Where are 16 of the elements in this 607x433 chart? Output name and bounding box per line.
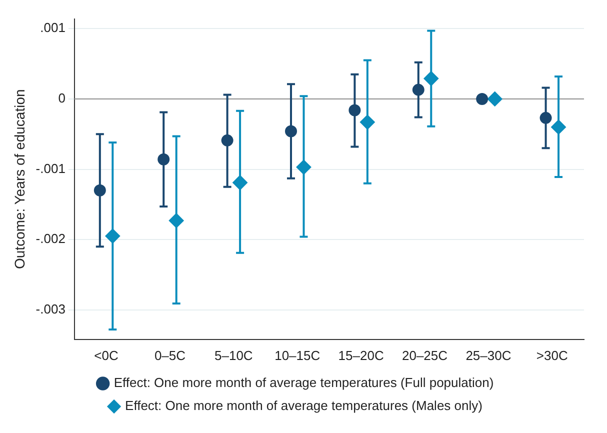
y-tick-label: .001 bbox=[40, 20, 66, 36]
x-tick-label: 25–30C bbox=[466, 348, 512, 363]
y-tick-label: -.001 bbox=[36, 160, 66, 176]
x-tick-label: 15–20C bbox=[338, 348, 384, 363]
x-tick-label: 10–15C bbox=[274, 348, 320, 363]
y-axis-title: Outcome: Years of education bbox=[11, 89, 28, 269]
y-tick-label: -.002 bbox=[36, 231, 66, 246]
x-tick-label: 5–10C bbox=[214, 348, 253, 363]
x-tick-label: 0–5C bbox=[154, 348, 186, 363]
y-tick-label: 0 bbox=[58, 90, 66, 106]
x-tick-label: 20–25C bbox=[402, 348, 448, 363]
legend-label: Effect: One more month of average temperatures (Males only) bbox=[125, 398, 482, 414]
x-tick-label: <0C bbox=[94, 348, 118, 363]
legend-label: Effect: One more month of average temperatures (Full population) bbox=[114, 375, 494, 390]
x-tick-label: >30C bbox=[536, 348, 568, 363]
y-tick-label: -.003 bbox=[36, 301, 66, 316]
